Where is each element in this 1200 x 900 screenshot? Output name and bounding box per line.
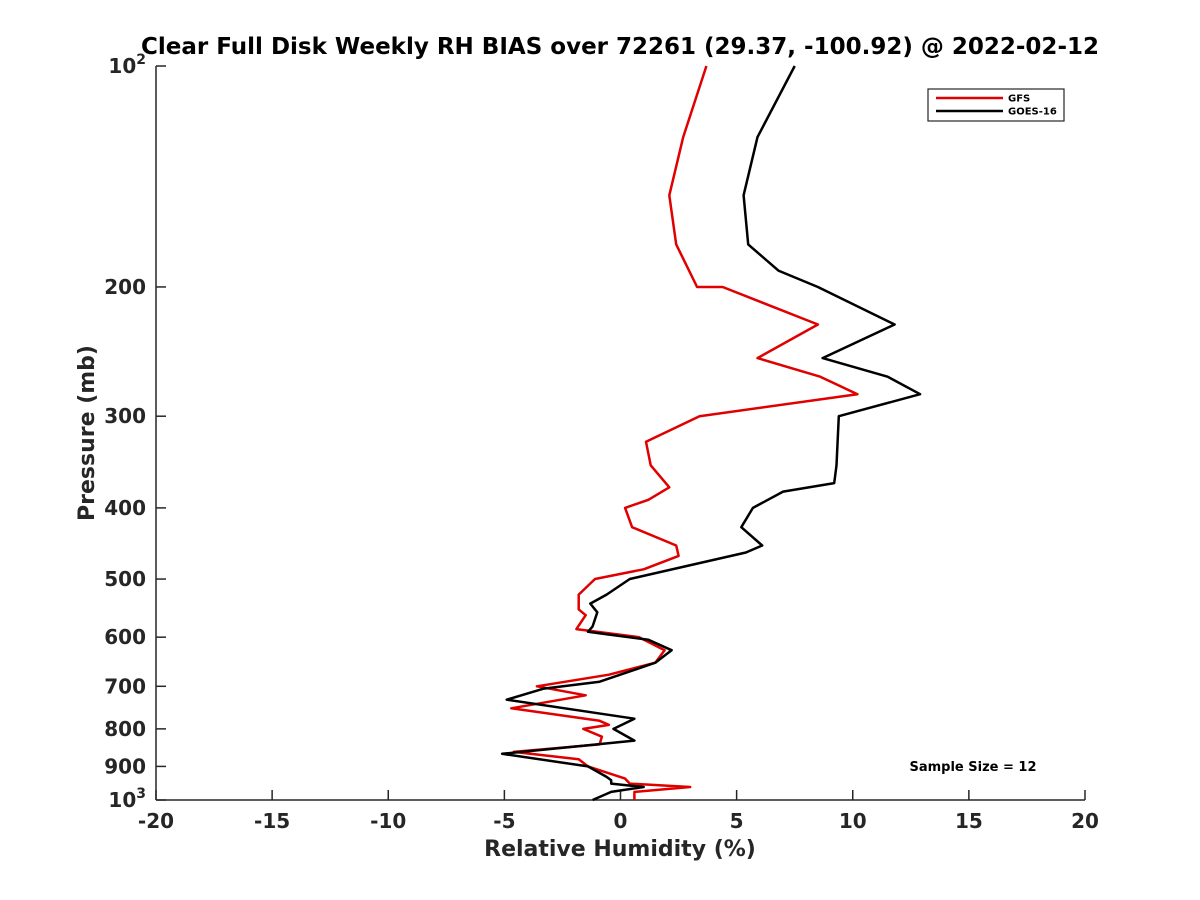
x-tick-label: 10 [839,809,867,833]
x-tick-label: -10 [370,809,406,833]
series-line-goes-16 [500,65,922,802]
y-tick-label: 103 [108,786,146,812]
legend-goes16-label: GOES-16 [1008,107,1057,118]
legend-gfs-label: GFS [1008,94,1030,105]
y-tick-label: 600 [104,625,146,649]
x-ticks: -20 -15 -10 -5 0 5 10 15 20 [138,790,1099,833]
y-axis-label: Pressure (mb) [75,345,100,521]
x-tick-label: 20 [1071,809,1099,833]
x-tick-label: 0 [614,809,628,833]
sample-size-annotation: Sample Size = 12 [909,760,1036,775]
y-tick-label: 300 [104,404,146,428]
y-tick-label: 500 [104,567,146,591]
y-tick-label: 102 [108,52,146,78]
series-line-gfs [510,65,859,800]
x-tick-label: 15 [955,809,983,833]
plot-area: -20 -15 -10 -5 0 5 10 15 20 102 200 300 400 500 600 70… [104,52,1099,833]
y-ticks: 102 200 300 400 500 600 700 800 900 103 [104,52,166,812]
x-tick-label: -5 [493,809,515,833]
y-tick-label: 900 [104,754,146,778]
y-tick-label: 400 [104,496,146,520]
legend: GFS GOES-16 [927,88,1065,122]
x-tick-label: -20 [138,809,174,833]
x-tick-label: -15 [254,809,290,833]
x-axis-label: Relative Humidity (%) [484,837,756,862]
y-tick-label: 700 [104,674,146,698]
y-tick-label: 200 [104,275,146,299]
legend-box [927,88,1065,122]
x-tick-label: 5 [730,809,744,833]
chart-title: Clear Full Disk Weekly RH BIAS over 7226… [141,34,1099,60]
y-tick-label: 800 [104,717,146,741]
series-lines [500,65,922,802]
